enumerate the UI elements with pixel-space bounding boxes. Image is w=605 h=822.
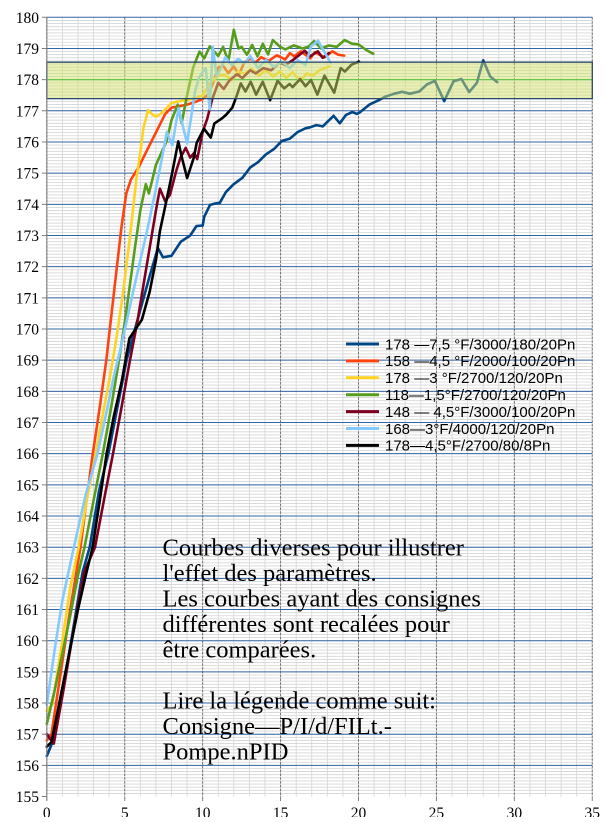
svg-text:10: 10 bbox=[195, 805, 211, 817]
svg-text:171: 171 bbox=[16, 290, 39, 307]
svg-text:165: 165 bbox=[16, 477, 40, 494]
svg-text:148 — 4,5°F/3000/100/20Pn: 148 — 4,5°F/3000/100/20Pn bbox=[385, 404, 575, 421]
svg-text:177: 177 bbox=[16, 103, 40, 120]
svg-text:176: 176 bbox=[16, 135, 40, 152]
svg-text:163: 163 bbox=[16, 540, 40, 557]
svg-text:5: 5 bbox=[121, 805, 129, 817]
svg-text:167: 167 bbox=[16, 415, 40, 432]
svg-text:164: 164 bbox=[16, 509, 40, 526]
svg-text:155: 155 bbox=[16, 789, 40, 806]
svg-text:169: 169 bbox=[16, 353, 40, 370]
svg-text:Courbes diverses pour illustre: Courbes diverses pour illustrer bbox=[163, 535, 464, 562]
svg-text:Lire la légende comme suit:: Lire la légende comme suit: bbox=[163, 688, 436, 715]
svg-text:l'effet des paramètres.: l'effet des paramètres. bbox=[163, 560, 377, 587]
svg-text:Consigne—P/I/d/FILt.-: Consigne—P/I/d/FILt.- bbox=[163, 713, 392, 740]
svg-text:25: 25 bbox=[429, 805, 445, 817]
svg-text:168—3°F/4000/120/20Pn: 168—3°F/4000/120/20Pn bbox=[385, 421, 554, 438]
svg-text:166: 166 bbox=[16, 446, 40, 463]
svg-text:157: 157 bbox=[16, 727, 40, 744]
svg-text:158: 158 bbox=[16, 696, 40, 713]
svg-text:175: 175 bbox=[16, 166, 40, 183]
svg-text:178: 178 bbox=[16, 72, 40, 89]
svg-text:30: 30 bbox=[507, 805, 523, 817]
svg-text:158 —4,5 °F/2000/100/20Pn: 158 —4,5 °F/2000/100/20Pn bbox=[385, 353, 575, 370]
svg-text:179: 179 bbox=[16, 41, 40, 58]
svg-text:180: 180 bbox=[16, 10, 40, 27]
svg-text:162: 162 bbox=[16, 571, 39, 588]
svg-text:159: 159 bbox=[16, 664, 40, 681]
svg-text:178 —3 °F/2700/120/20Pn: 178 —3 °F/2700/120/20Pn bbox=[385, 370, 563, 387]
svg-text:156: 156 bbox=[16, 758, 40, 775]
svg-text:15: 15 bbox=[273, 805, 289, 817]
svg-text:différentes sont recalées pour: différentes sont recalées pour bbox=[163, 611, 450, 638]
svg-text:être comparées.: être comparées. bbox=[163, 637, 317, 664]
svg-text:170: 170 bbox=[16, 322, 40, 339]
svg-text:173: 173 bbox=[16, 228, 40, 245]
svg-text:168: 168 bbox=[16, 384, 40, 401]
svg-text:0: 0 bbox=[43, 805, 51, 817]
svg-text:172: 172 bbox=[16, 259, 39, 276]
svg-text:Pompe.nPID: Pompe.nPID bbox=[163, 739, 289, 766]
svg-text:20: 20 bbox=[351, 805, 367, 817]
svg-text:35: 35 bbox=[585, 805, 601, 817]
svg-text:160: 160 bbox=[16, 633, 40, 650]
svg-text:161: 161 bbox=[16, 602, 39, 619]
svg-text:174: 174 bbox=[16, 197, 40, 214]
svg-text:178 —7,5 °F/3000/180/20Pn: 178 —7,5 °F/3000/180/20Pn bbox=[385, 336, 575, 353]
svg-text:Les courbes ayant des consigne: Les courbes ayant des consignes bbox=[163, 586, 481, 613]
svg-text:118—1,5°F/2700/120/20Pn: 118—1,5°F/2700/120/20Pn bbox=[385, 387, 566, 404]
svg-text:178—4,5°F/2700/80/8Pn: 178—4,5°F/2700/80/8Pn bbox=[385, 438, 550, 455]
